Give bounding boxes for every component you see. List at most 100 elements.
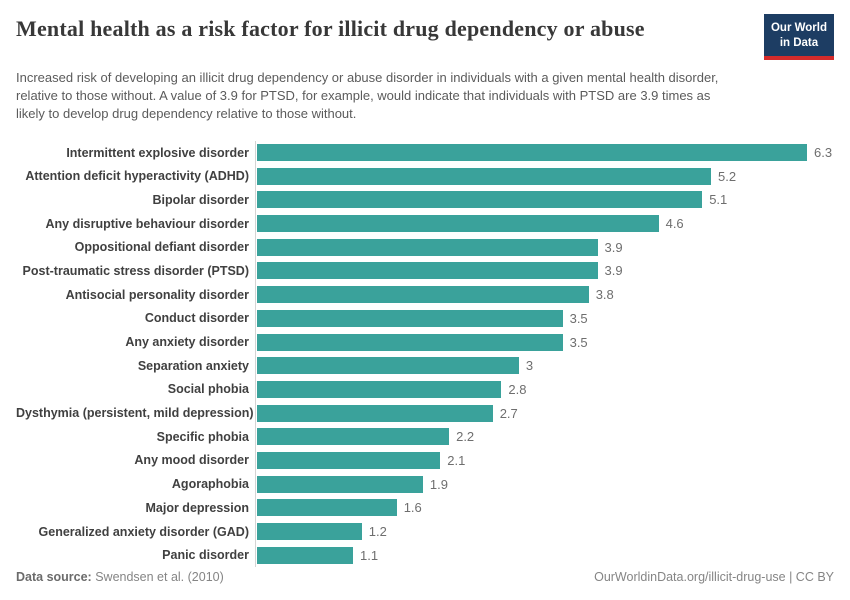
value-label: 1.1	[360, 547, 379, 563]
bar	[257, 191, 703, 209]
bar-track: 2.8	[257, 380, 834, 398]
bar-track: 1.9	[257, 475, 834, 493]
bar-row: Any anxiety disorder 3.5	[16, 330, 834, 354]
bar-track: 2.1	[257, 451, 834, 469]
bar-row: Major depression 1.6	[16, 496, 834, 520]
bar-row: Panic disorder 1.1	[16, 543, 834, 567]
owid-logo: Our World in Data	[763, 14, 834, 60]
bar	[257, 451, 441, 469]
value-label: 5.1	[709, 192, 728, 208]
bar-track: 1.6	[257, 499, 834, 517]
bar-track: 1.2	[257, 523, 834, 541]
bar-row: Conduct disorder 3.5	[16, 307, 834, 331]
bar-track: 2.2	[257, 428, 834, 446]
chart-rows: Intermittent explosive disorder 6.3 Attent…	[16, 141, 834, 567]
bar-row: Post-traumatic stress disorder (PTSD) 3.9	[16, 259, 834, 283]
value-label: 6.3	[814, 145, 833, 161]
category-label: Specific phobia	[156, 429, 249, 444]
bar	[257, 215, 659, 233]
y-axis-line	[255, 140, 256, 568]
bar-track: 4.6	[257, 215, 834, 233]
bar-track: 3.9	[257, 262, 834, 280]
bar	[257, 499, 397, 517]
bar-track: 2.7	[257, 404, 834, 422]
bar-track: 1.1	[257, 546, 834, 564]
bar	[257, 286, 589, 304]
value-label: 1.2	[368, 524, 387, 540]
category-label: Separation anxiety	[137, 358, 249, 373]
bar-track: 3.9	[257, 238, 834, 256]
category-label: Panic disorder	[162, 548, 249, 563]
category-label: Post-traumatic stress disorder (PTSD)	[22, 263, 249, 278]
bar-row: Intermittent explosive disorder 6.3	[16, 141, 834, 165]
category-label: Dysthymia (persistent, mild depression)	[16, 406, 254, 421]
bar-row: Bipolar disorder 5.1	[16, 188, 834, 212]
value-label: 2.2	[456, 429, 475, 445]
bar-track: 5.1	[257, 191, 834, 209]
value-label: 2.8	[508, 381, 527, 397]
category-label: Any mood disorder	[134, 453, 249, 468]
bar-track: 3.5	[257, 333, 834, 351]
category-label: Conduct disorder	[144, 311, 249, 326]
bar	[257, 404, 493, 422]
value-label: 4.6	[665, 216, 684, 232]
category-label: Oppositional defiant disorder	[74, 240, 249, 255]
bar	[257, 475, 423, 493]
value-label: 1.9	[429, 476, 448, 492]
bar	[257, 546, 353, 564]
category-label: Social phobia	[167, 382, 249, 397]
bar-track: 6.3	[257, 144, 834, 162]
bar-row: Any mood disorder 2.1	[16, 449, 834, 473]
value-label: 3.9	[604, 263, 623, 279]
category-label: Intermittent explosive disorder	[66, 145, 249, 160]
value-label: 5.2	[718, 168, 737, 184]
value-label: 2.1	[447, 452, 466, 468]
category-label: Agoraphobia	[171, 477, 249, 492]
category-label: Generalized anxiety disorder (GAD)	[38, 524, 249, 539]
category-label: Attention deficit hyperactivity (ADHD)	[25, 169, 249, 184]
category-label: Major depression	[145, 500, 250, 515]
bar-row: Antisocial personality disorder 3.8	[16, 283, 834, 307]
bar-row: Specific phobia 2.2	[16, 425, 834, 449]
data-source-value: Swendsen et al. (2010)	[91, 570, 224, 584]
chart-header: Mental health as a risk factor for illic…	[16, 12, 834, 60]
page-title: Mental health as a risk factor for illic…	[16, 16, 645, 41]
category-label: Any disruptive behaviour disorder	[45, 216, 249, 231]
bar-row: Social phobia 2.8	[16, 378, 834, 402]
value-label: 3.5	[569, 334, 588, 350]
bar-row: Oppositional defiant disorder 3.9	[16, 235, 834, 259]
value-label: 3.5	[569, 310, 588, 326]
value-label: 3.8	[595, 287, 614, 303]
chart-subtitle: Increased risk of developing an illicit …	[16, 69, 719, 121]
bar	[257, 380, 502, 398]
value-label: 1.6	[403, 500, 422, 516]
value-label: 3	[525, 358, 534, 374]
bar-track: 3.5	[257, 309, 834, 327]
footer-attribution: OurWorldinData.org/illicit-drug-use | CC…	[594, 570, 834, 584]
value-label: 2.7	[499, 405, 518, 421]
bar	[257, 262, 598, 280]
bar	[257, 144, 807, 162]
bar	[257, 309, 563, 327]
bar-row: Agoraphobia 1.9	[16, 472, 834, 496]
bar-track: 3	[257, 357, 834, 375]
owid-logo-line2: in Data	[779, 36, 819, 49]
category-label: Bipolar disorder	[152, 192, 249, 207]
category-label: Any anxiety disorder	[125, 335, 249, 350]
bar-track: 3.8	[257, 286, 834, 304]
bar-row: Dysthymia (persistent, mild depression) 2…	[16, 401, 834, 425]
bar	[257, 333, 563, 351]
bar-track: 5.2	[257, 167, 834, 185]
category-label: Antisocial personality disorder	[65, 287, 249, 302]
bar-row: Attention deficit hyperactivity (ADHD) 5.…	[16, 164, 834, 188]
bar-chart: Intermittent explosive disorder 6.3 Attent…	[16, 140, 834, 568]
bar	[257, 357, 519, 375]
value-label: 3.9	[604, 239, 623, 255]
bar	[257, 523, 362, 541]
data-source: Data source: Swendsen et al. (2010)	[16, 570, 224, 584]
owid-logo-line1: Our World	[770, 22, 827, 34]
bar-row: Any disruptive behaviour disorder 4.6	[16, 212, 834, 236]
data-source-label: Data source:	[16, 570, 92, 584]
bar	[257, 238, 598, 256]
